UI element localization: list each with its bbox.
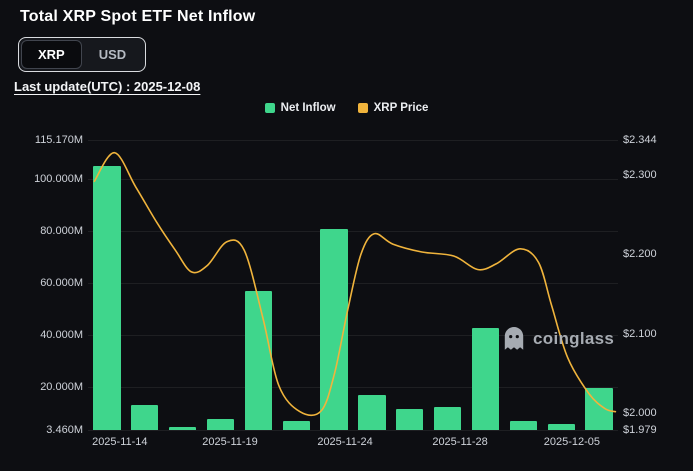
y-axis-tick-left: 3.460M [46,424,83,436]
coinglass-logo-icon [504,327,524,350]
net-inflow-bar[interactable] [396,409,424,430]
gridline [88,231,618,233]
y-axis-tick-right: $2.200 [623,248,657,261]
y-axis-tick-right: $2.344 [623,134,657,146]
net-inflow-bar[interactable] [320,228,348,430]
watermark-label: coinglass [533,329,615,348]
right-axis: $2.344 $2.300 $2.200 $2.100 $2.000 $1.979 [623,134,689,436]
plot-area[interactable]: coinglass [88,140,618,431]
y-axis-tick-left: 100.000M [34,173,83,186]
gridline [88,283,618,285]
net-inflow-bar[interactable] [282,421,310,430]
chart-legend: Net Inflow XRP Price [0,102,693,114]
y-axis-tick-left: 115.170M [34,134,83,146]
gridline [88,179,618,181]
x-axis-tick: 2025-11-14 [92,436,148,448]
x-axis-tick: 2025-11-24 [317,436,373,448]
y-axis-tick-left: 40.000M [40,329,83,342]
page-title: Total XRP Spot ETF Net Inflow [20,8,256,25]
legend-label: Net Inflow [280,102,336,114]
legend-swatch [264,103,275,113]
x-axis: 2025-11-14 2025-11-19 2025-11-24 2025-11-28… [88,436,618,452]
left-axis: 115.170M 100.000M 80.000M 60.000M 40.000M 20.… [0,134,83,436]
y-axis-tick-right: $1.979 [623,424,657,436]
y-axis-tick-right: $2.300 [623,168,657,181]
legend-item-xrp-price[interactable]: XRP Price [357,102,429,114]
x-axis-tick: 2025-11-19 [202,436,258,448]
gridline [88,430,618,431]
net-inflow-bar[interactable] [434,407,462,430]
net-inflow-bar[interactable] [547,423,575,430]
net-inflow-bar[interactable] [169,427,197,430]
x-axis-tick: 2025-12-05 [543,436,601,448]
net-inflow-bar[interactable] [206,419,235,430]
net-inflow-bar[interactable] [471,328,500,430]
gridline [88,140,618,141]
net-inflow-bar[interactable] [244,291,272,430]
chart: 115.170M 100.000M 80.000M 60.000M 40.000M 20.… [0,130,693,465]
toggle-usd-button[interactable]: USD [82,40,143,69]
y-axis-tick-left: 20.000M [40,381,83,394]
net-inflow-bar[interactable] [585,388,613,430]
y-axis-tick-left: 60.000M [40,277,83,290]
net-inflow-bar[interactable] [358,395,386,430]
y-axis-tick-right: $2.100 [623,327,657,340]
currency-toggle: XRP USD [18,37,147,72]
legend-label: XRP Price [373,102,429,114]
x-axis-tick: 2025-11-28 [432,436,488,448]
legend-item-net-inflow[interactable]: Net Inflow [264,102,336,114]
net-inflow-bar[interactable] [93,165,121,430]
y-axis-tick-right: $2.000 [623,407,657,420]
gridline [88,387,618,389]
toggle-xrp-button[interactable]: XRP [21,40,82,69]
net-inflow-bar[interactable] [509,421,537,430]
last-update-text: Last update(UTC) : 2025-12-08 [14,79,201,94]
coinglass-watermark: coinglass [502,326,614,352]
legend-swatch [357,103,368,113]
y-axis-tick-left: 80.000M [40,225,83,238]
net-inflow-bar[interactable] [131,404,159,430]
